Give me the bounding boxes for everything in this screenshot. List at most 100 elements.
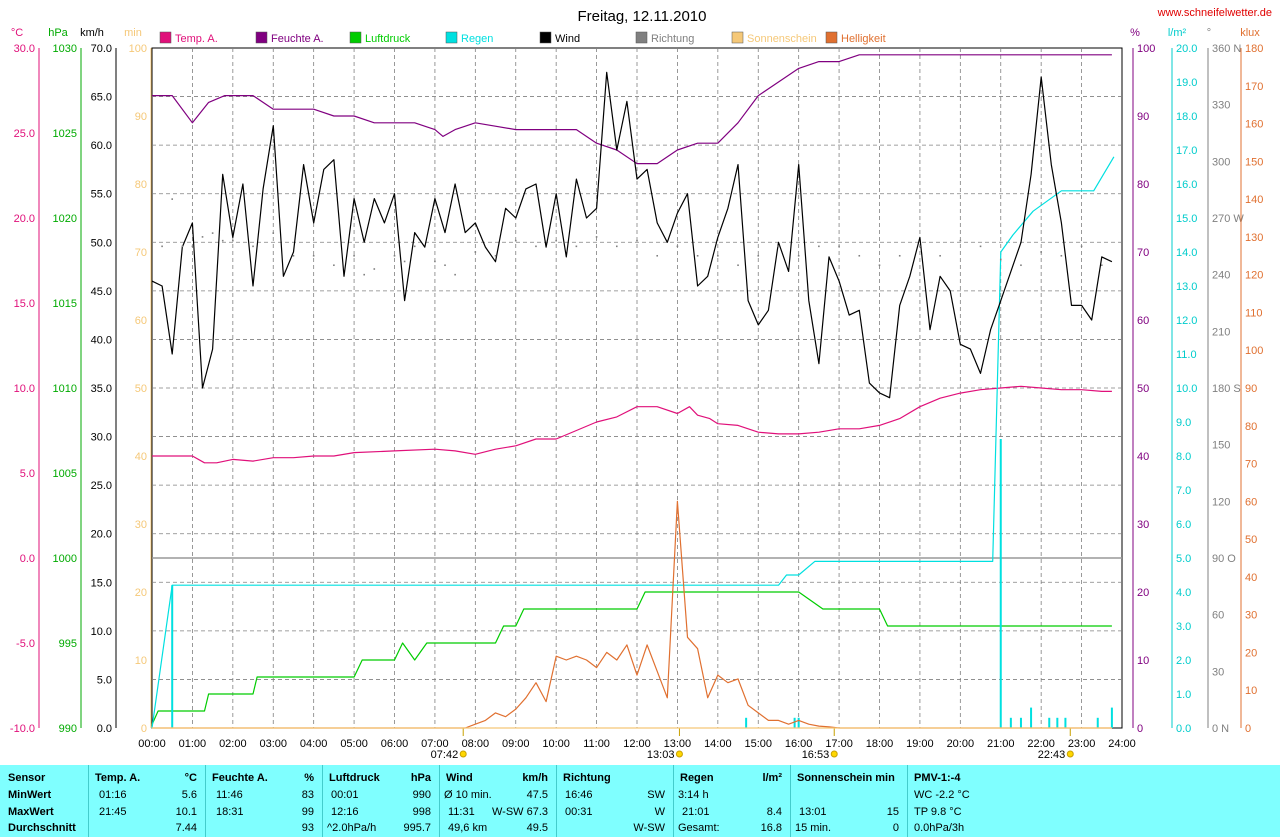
axis-tick-label: 40 [1137, 451, 1149, 463]
x-tick-label: 08:00 [462, 738, 490, 750]
legend-swatch [159, 31, 172, 44]
sun-icon [675, 750, 683, 758]
x-tick-label: 24:00 [1108, 738, 1136, 750]
stat-trend: ^2.0hPa/h [327, 822, 377, 834]
axis-tick-label: 10 [1245, 685, 1257, 697]
axis-tick-label: 90 [135, 111, 147, 123]
axis-tick-label: 18.0 [1176, 111, 1197, 123]
axis-tick-label: 10 [135, 655, 147, 667]
axis-tick-label: 10.0 [91, 626, 112, 638]
axis-tick-label: 40 [1245, 572, 1257, 584]
stat-label: Gesamt: [678, 822, 720, 834]
axis-tick-label: 150 [1245, 156, 1263, 168]
axis-tick-label: 60.0 [91, 140, 112, 152]
stats-header: Wind [446, 772, 473, 784]
stats-header: Sonnenschein min [797, 772, 895, 784]
direction-point [292, 254, 295, 257]
axis-tick-label: 17.0 [1176, 145, 1197, 157]
row-label: Durchschnitt [8, 822, 76, 834]
stat-value: 995.7 [403, 822, 431, 834]
axis-tick-label: 50.0 [91, 237, 112, 249]
legend-swatch [635, 31, 648, 44]
axis-tick-label: 55.0 [91, 189, 112, 201]
direction-point [595, 236, 598, 238]
axis-tick-label: 5.0 [97, 674, 112, 686]
row-label: MaxWert [8, 806, 54, 818]
direction-point [434, 260, 436, 263]
stats-unit: °C [184, 772, 197, 784]
axis-tick-label: 20.0 [91, 529, 112, 541]
x-tick-label: 18:00 [866, 738, 894, 750]
direction-point [757, 254, 760, 257]
axis-tick-label: 150 [1212, 440, 1230, 452]
legend-label: Wind [555, 33, 580, 45]
axis-tick-label: 180 [1245, 43, 1263, 55]
axis-tick-label: 10.0 [14, 383, 35, 395]
axis-tick-label: 1015 [53, 298, 77, 310]
legend-swatch [255, 31, 268, 44]
axis-tick-label: 30 [1245, 610, 1257, 622]
axis-tick-label: 240 [1212, 270, 1230, 282]
x-tick-label: 01:00 [179, 738, 207, 750]
stat-value: 0.0hPa/3h [914, 822, 965, 834]
stat-value: 5.6 [181, 789, 197, 801]
stat-time: 18:31 [216, 806, 244, 818]
axis-tick-label: 14.0 [1176, 247, 1197, 259]
axis-unit-label: km/h [80, 27, 104, 39]
stat-label: Ø 10 min. [444, 789, 492, 801]
axis-tick-label: 9.0 [1176, 417, 1191, 429]
axis-tick-label: 1025 [53, 128, 77, 140]
stat-value: 998 [412, 806, 431, 818]
x-tick-label: 09:00 [502, 738, 530, 750]
stat-value: 83 [301, 789, 314, 801]
axis-tick-label: 130 [1245, 232, 1263, 244]
sun-marker-label: 16:53 [802, 749, 830, 761]
axis-tick-label: 160 [1245, 119, 1263, 131]
legend-label: Sonnenschein [747, 33, 817, 45]
axis-tick-label: 40.0 [91, 334, 112, 346]
plot-grid [151, 47, 1123, 729]
stats-temperature: Temp. A. °C 01:16 5.6 21:45 10.1 7.44 [88, 765, 205, 837]
sun-marker-label: 22:43 [1038, 749, 1066, 761]
series-line-feuchtea [152, 54, 1112, 165]
direction-point [777, 245, 780, 248]
direction-point [535, 245, 537, 248]
axis-tick-label: -10.0 [10, 723, 35, 735]
x-tick-label: 11:00 [583, 738, 610, 750]
axis-tick-label: 1010 [53, 383, 77, 395]
axis-tick-label: 60 [1212, 610, 1224, 622]
x-tick-label: 19:00 [906, 738, 934, 750]
axis-tick-label: 16.0 [1176, 179, 1197, 191]
stats-header: Regen [680, 772, 714, 784]
axis-tick-label: 300 [1212, 156, 1230, 168]
axes: 30.025.020.015.010.05.00.0-5.0-10.0°C103… [10, 27, 1263, 761]
stats-header: PMV-1:-4 [914, 772, 961, 784]
legend-label: Regen [461, 33, 493, 45]
stat-value: 47.5 [526, 789, 548, 801]
series-line-wind [151, 71, 1113, 399]
direction-point [191, 245, 194, 248]
series-line-tempa [152, 385, 1112, 464]
series-line-helligkeit [152, 500, 1112, 729]
legend-label: Helligkeit [841, 33, 886, 45]
watermark-link[interactable]: www.schneifelwetter.de [1157, 7, 1272, 19]
legend: Temp. A. Feuchte A. Luftdruck Regen Wind Rich… [159, 31, 886, 45]
direction-point [717, 254, 719, 257]
axis-tick-label: 15.0 [1176, 213, 1197, 225]
direction-point [818, 245, 820, 248]
axis-tick-label: 19.0 [1176, 77, 1197, 89]
stat-time: 11:46 [216, 789, 243, 801]
axis-tick-label: 45.0 [91, 286, 112, 298]
sun-marker-label: 13:03 [647, 749, 675, 761]
axis-tick-label: 210 [1212, 326, 1230, 338]
rain-bar [1030, 707, 1033, 728]
axis-tick-label: 360 N [1212, 43, 1241, 55]
axis-tick-label: 35.0 [91, 383, 112, 395]
axis-tick-label: 6.0 [1176, 519, 1191, 531]
axis-unit-label: hPa [48, 27, 68, 39]
direction-point [201, 236, 204, 238]
x-tick-label: 13:00 [664, 738, 692, 750]
axis-tick-label: 0.0 [20, 553, 35, 565]
axis-tick-label: 140 [1245, 194, 1263, 206]
direction-point [979, 245, 982, 248]
